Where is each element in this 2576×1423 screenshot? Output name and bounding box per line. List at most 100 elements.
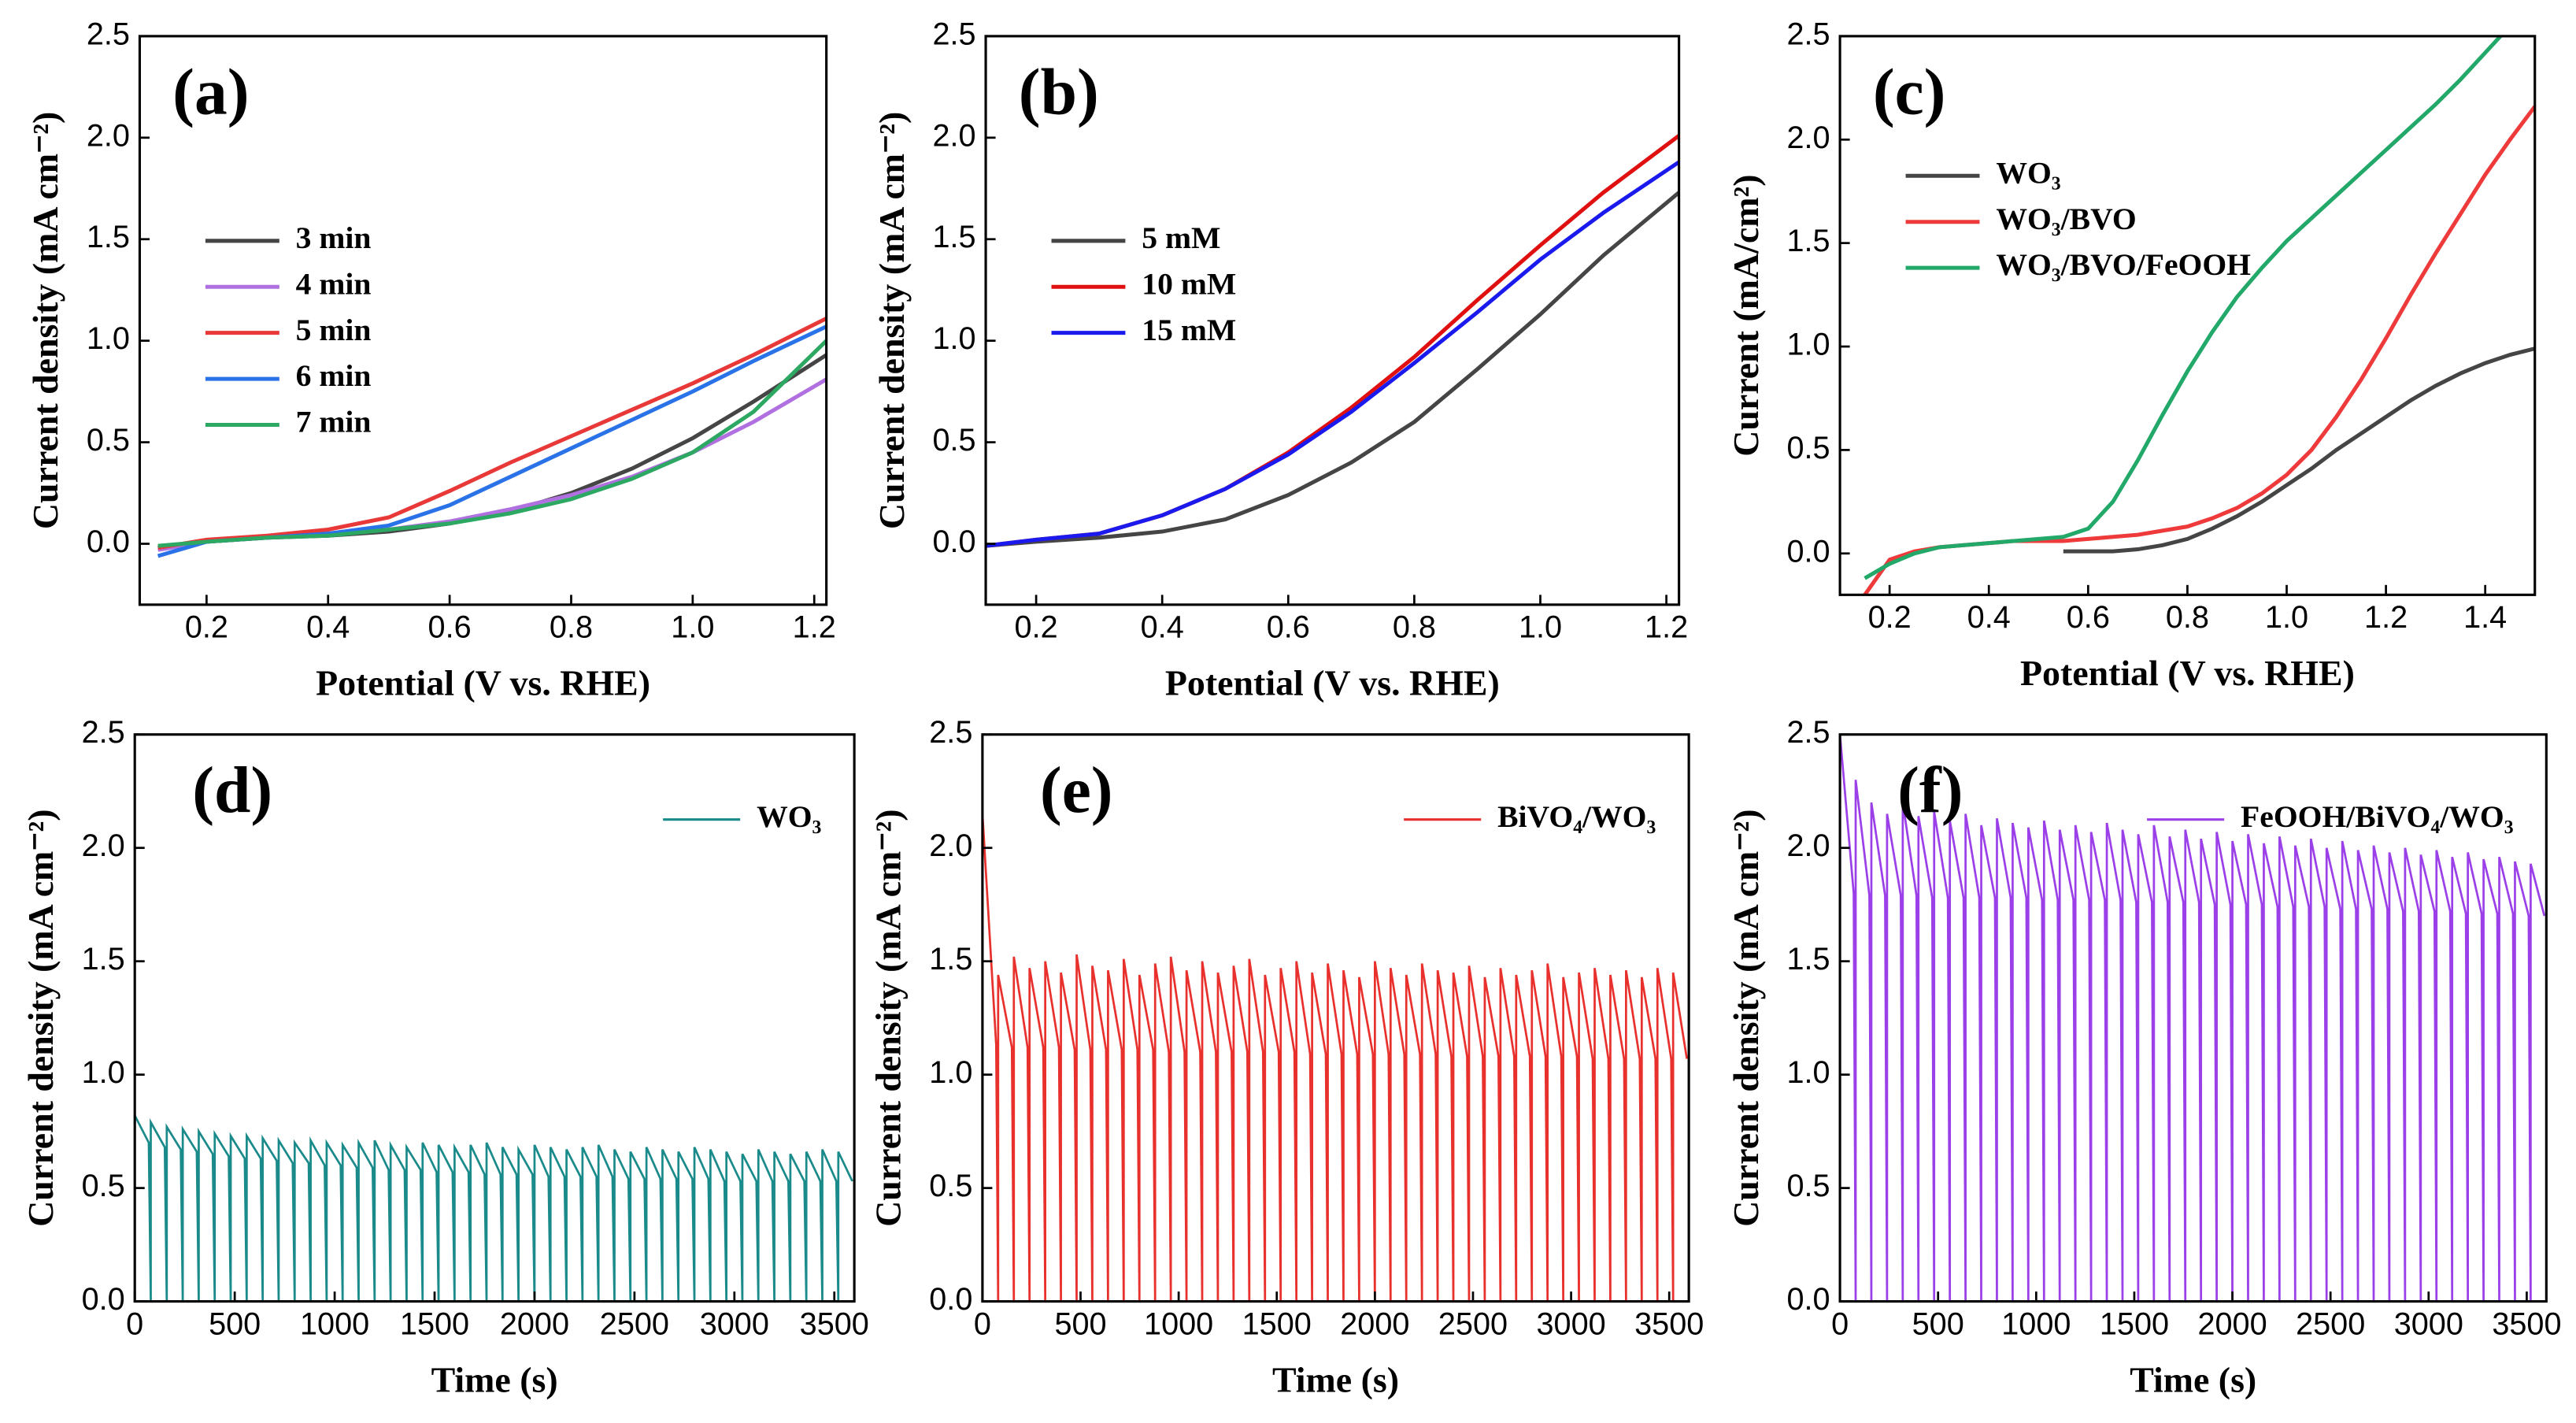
x-tick-label: 0.4: [1141, 610, 1184, 645]
y-tick-label: 0.0: [87, 524, 130, 559]
x-axis-label: Potential (V vs. RHE): [316, 663, 650, 703]
series-line: [157, 324, 827, 558]
y-tick-label: 2.0: [82, 828, 125, 863]
y-tick-label: 2.5: [82, 715, 125, 750]
series-line: [986, 160, 1679, 548]
x-tick-label: 3000: [700, 1306, 769, 1341]
y-tick-label: 1.5: [1786, 224, 1830, 258]
y-tick-label: 1.0: [932, 321, 975, 356]
y-tick-label: 1.5: [87, 220, 130, 254]
y-axis-label: Current density (mA cm⁻²): [872, 112, 912, 529]
series-line: [157, 353, 827, 550]
legend-label: WO₃: [757, 799, 821, 834]
x-tick-label: 500: [209, 1306, 261, 1341]
plot-area: [1840, 734, 2546, 1302]
x-tick-label: 0.8: [1393, 610, 1436, 645]
series-line: [157, 317, 827, 550]
x-axis-label: Time (s): [2130, 1359, 2256, 1399]
y-tick-label: 0.5: [1786, 1169, 1830, 1203]
y-tick-label: 0.0: [82, 1282, 125, 1317]
legend-label: WO₃: [1996, 155, 2060, 190]
y-tick-label: 0.5: [1786, 431, 1830, 465]
plot-frame: [1838, 733, 2548, 1303]
plot-frame: [984, 35, 1681, 606]
legend-label: FeOOH/BiVO₄/WO₃: [2241, 799, 2514, 834]
y-tick-label: 1.5: [1786, 942, 1830, 976]
legend-label: WO₃/BVO/FeOOH: [1996, 247, 2251, 282]
plot-frame: [138, 35, 828, 606]
y-tick-label: 0.0: [932, 524, 975, 559]
panel-label: (f): [1897, 754, 1963, 827]
x-tick-label: 1.4: [2463, 600, 2507, 635]
y-tick-label: 2.0: [932, 118, 975, 153]
plot-area: [157, 317, 827, 558]
legend-label: 4 min: [296, 266, 372, 301]
x-tick-label: 2500: [600, 1306, 669, 1341]
y-tick-label: 2.0: [1786, 828, 1830, 863]
y-axis-label: Current density (mA cm⁻²): [20, 809, 61, 1226]
x-tick-label: 0: [1831, 1306, 1849, 1341]
x-tick-label: 0.4: [1967, 600, 2011, 635]
plot-frame: [133, 733, 856, 1303]
x-tick-label: 1.0: [1519, 610, 1562, 645]
x-tick-label: 1.2: [1645, 610, 1688, 645]
y-tick-label: 0.5: [82, 1169, 125, 1203]
legend-label: WO₃/BVO: [1996, 202, 2136, 236]
plot-area: [1863, 35, 2535, 595]
x-tick-label: 3000: [1537, 1306, 1606, 1341]
y-tick-label: 1.0: [87, 321, 130, 356]
y-tick-label: 2.0: [929, 828, 972, 863]
x-tick-label: 1500: [400, 1306, 469, 1341]
x-tick-label: 3500: [1634, 1306, 1704, 1341]
x-tick-label: 0: [974, 1306, 991, 1341]
series-line: [2063, 346, 2535, 554]
legend-label: BiVO₄/WO₃: [1497, 799, 1656, 834]
y-tick-label: 0.5: [932, 423, 975, 458]
y-tick-label: 1.5: [929, 942, 972, 976]
x-tick-label: 0.2: [185, 610, 228, 645]
y-tick-label: 0.0: [1786, 1282, 1830, 1317]
y-tick-label: 1.5: [82, 942, 125, 976]
legend-label: 5 mM: [1142, 220, 1220, 255]
y-tick-label: 1.0: [1786, 328, 1830, 362]
y-tick-label: 1.5: [932, 220, 975, 254]
y-tick-label: 2.5: [929, 715, 972, 750]
series-line: [1864, 35, 2504, 580]
series-line: [1840, 734, 2546, 1302]
y-axis-label: Current density (mA cm⁻²): [1726, 809, 1766, 1226]
y-axis-label: Current (mA/cm²): [1726, 174, 1766, 456]
y-axis-label: Current density (mA cm⁻²): [25, 112, 65, 529]
x-tick-label: 2500: [1438, 1306, 1508, 1341]
x-tick-label: 500: [1054, 1306, 1106, 1341]
y-tick-label: 2.0: [1786, 120, 1830, 155]
x-tick-label: 2500: [2296, 1306, 2365, 1341]
legend-label: 6 min: [296, 358, 372, 393]
x-tick-label: 1500: [1242, 1306, 1312, 1341]
x-tick-label: 2000: [500, 1306, 569, 1341]
x-tick-label: 1000: [2001, 1306, 2071, 1341]
x-axis-label: Time (s): [1272, 1359, 1399, 1399]
legend-label: 3 min: [296, 220, 372, 255]
legend-label: 15 mM: [1142, 313, 1236, 347]
x-axis-label: Time (s): [431, 1359, 558, 1399]
series-line: [986, 134, 1679, 548]
x-tick-label: 0.6: [1267, 610, 1310, 645]
y-tick-label: 2.5: [1786, 715, 1830, 750]
legend-label: 10 mM: [1142, 266, 1236, 301]
plot-area: [986, 134, 1679, 548]
y-tick-label: 1.0: [929, 1055, 972, 1090]
y-tick-label: 1.0: [82, 1055, 125, 1090]
legend-label: 5 min: [296, 313, 372, 347]
x-axis-label: Potential (V vs. RHE): [1165, 663, 1500, 703]
x-tick-label: 0.8: [2166, 600, 2209, 635]
x-tick-label: 0.2: [1015, 610, 1058, 645]
y-tick-label: 1.0: [1786, 1055, 1830, 1090]
x-tick-label: 0.6: [2067, 600, 2110, 635]
x-tick-label: 500: [1912, 1306, 1964, 1341]
x-tick-label: 3500: [2492, 1306, 2561, 1341]
series-line: [982, 813, 1688, 1302]
x-tick-label: 3500: [800, 1306, 869, 1341]
series-line: [986, 191, 1679, 548]
